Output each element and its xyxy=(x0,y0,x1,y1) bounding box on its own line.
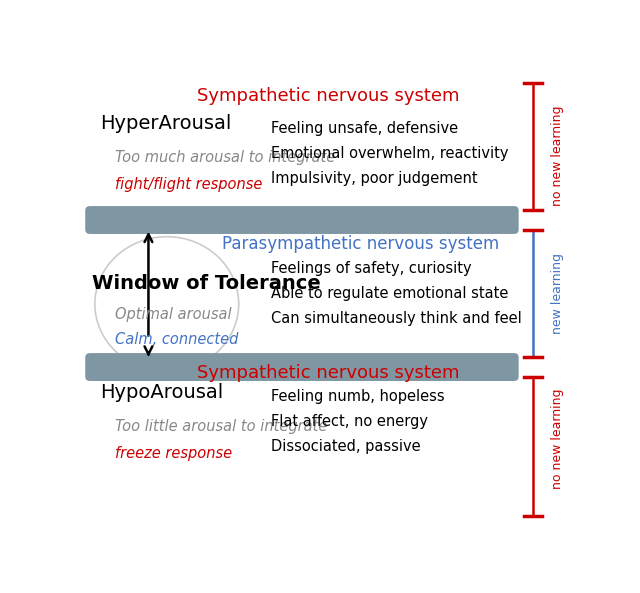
Text: no new learning: no new learning xyxy=(551,106,564,206)
Text: Feeling unsafe, defensive: Feeling unsafe, defensive xyxy=(271,121,458,136)
Text: fight/flight response: fight/flight response xyxy=(115,177,262,192)
Text: Parasympathetic nervous system: Parasympathetic nervous system xyxy=(221,235,499,253)
Text: HyperArousal: HyperArousal xyxy=(100,114,231,133)
Text: Able to regulate emotional state: Able to regulate emotional state xyxy=(271,286,508,301)
Text: Feeling numb, hopeless: Feeling numb, hopeless xyxy=(271,389,445,404)
Text: Too much arousal to integrate: Too much arousal to integrate xyxy=(115,151,335,165)
Text: no new learning: no new learning xyxy=(551,388,564,489)
Text: Dissociated, passive: Dissociated, passive xyxy=(271,439,420,454)
Text: Calm, connected: Calm, connected xyxy=(115,332,238,347)
FancyBboxPatch shape xyxy=(86,207,518,233)
Text: freeze response: freeze response xyxy=(115,446,232,461)
Text: HypoArousal: HypoArousal xyxy=(100,383,223,402)
Text: Impulsivity, poor judgement: Impulsivity, poor judgement xyxy=(271,171,477,186)
Text: Window of Tolerance: Window of Tolerance xyxy=(92,273,321,292)
Text: Emotional overwhelm, reactivity: Emotional overwhelm, reactivity xyxy=(271,146,508,161)
Text: Sympathetic nervous system: Sympathetic nervous system xyxy=(196,87,460,106)
Text: Flat affect, no energy: Flat affect, no energy xyxy=(271,414,428,429)
Text: new learning: new learning xyxy=(551,253,564,334)
Text: Sympathetic nervous system: Sympathetic nervous system xyxy=(196,364,460,381)
Text: Too little arousal to integrate: Too little arousal to integrate xyxy=(115,419,327,434)
Text: Can simultaneously think and feel: Can simultaneously think and feel xyxy=(271,311,522,326)
Text: Optimal arousal: Optimal arousal xyxy=(115,307,231,321)
FancyBboxPatch shape xyxy=(86,354,518,380)
Text: Feelings of safety, curiosity: Feelings of safety, curiosity xyxy=(271,261,472,276)
